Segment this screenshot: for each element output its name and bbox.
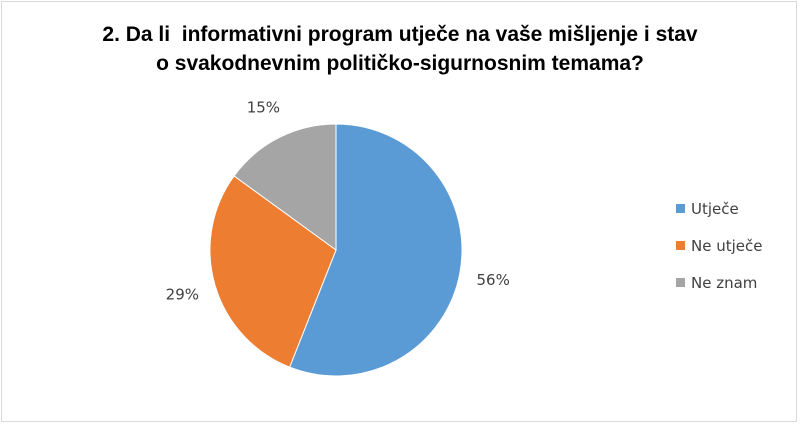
legend-swatch-utjece [676,204,685,213]
legend-item-ne-znam: Ne znam [676,273,762,292]
pie-slice-ne-utjece [209,175,337,368]
chart-legend: Utječe Ne utječe Ne znam [676,200,762,311]
data-label-ne-utjece: 29% [166,286,199,304]
legend-label-utjece: Utječe [691,199,739,218]
pie-slice-ne-znam [233,123,337,251]
data-label-utjece: 56% [476,271,509,289]
legend-swatch-ne-utjece [676,241,685,250]
chart-title-line-1: 2. Da li informativni program utječe na … [102,23,698,46]
legend-label-ne-utjece: Ne utječe [691,236,763,255]
chart-title: 2. Da li informativni program utječe na … [40,20,760,78]
chart-title-line-2: o svakodnevnim političko-sigurnosnim tem… [156,52,644,75]
pie-slice-utjece [288,123,463,377]
legend-label-ne-znam: Ne znam [691,273,758,292]
legend-swatch-ne-znam [676,278,685,287]
legend-item-ne-utjece: Ne utječe [676,236,763,255]
data-label-ne-znam: 15% [247,98,280,116]
legend-item-utjece: Utječe [676,199,762,218]
